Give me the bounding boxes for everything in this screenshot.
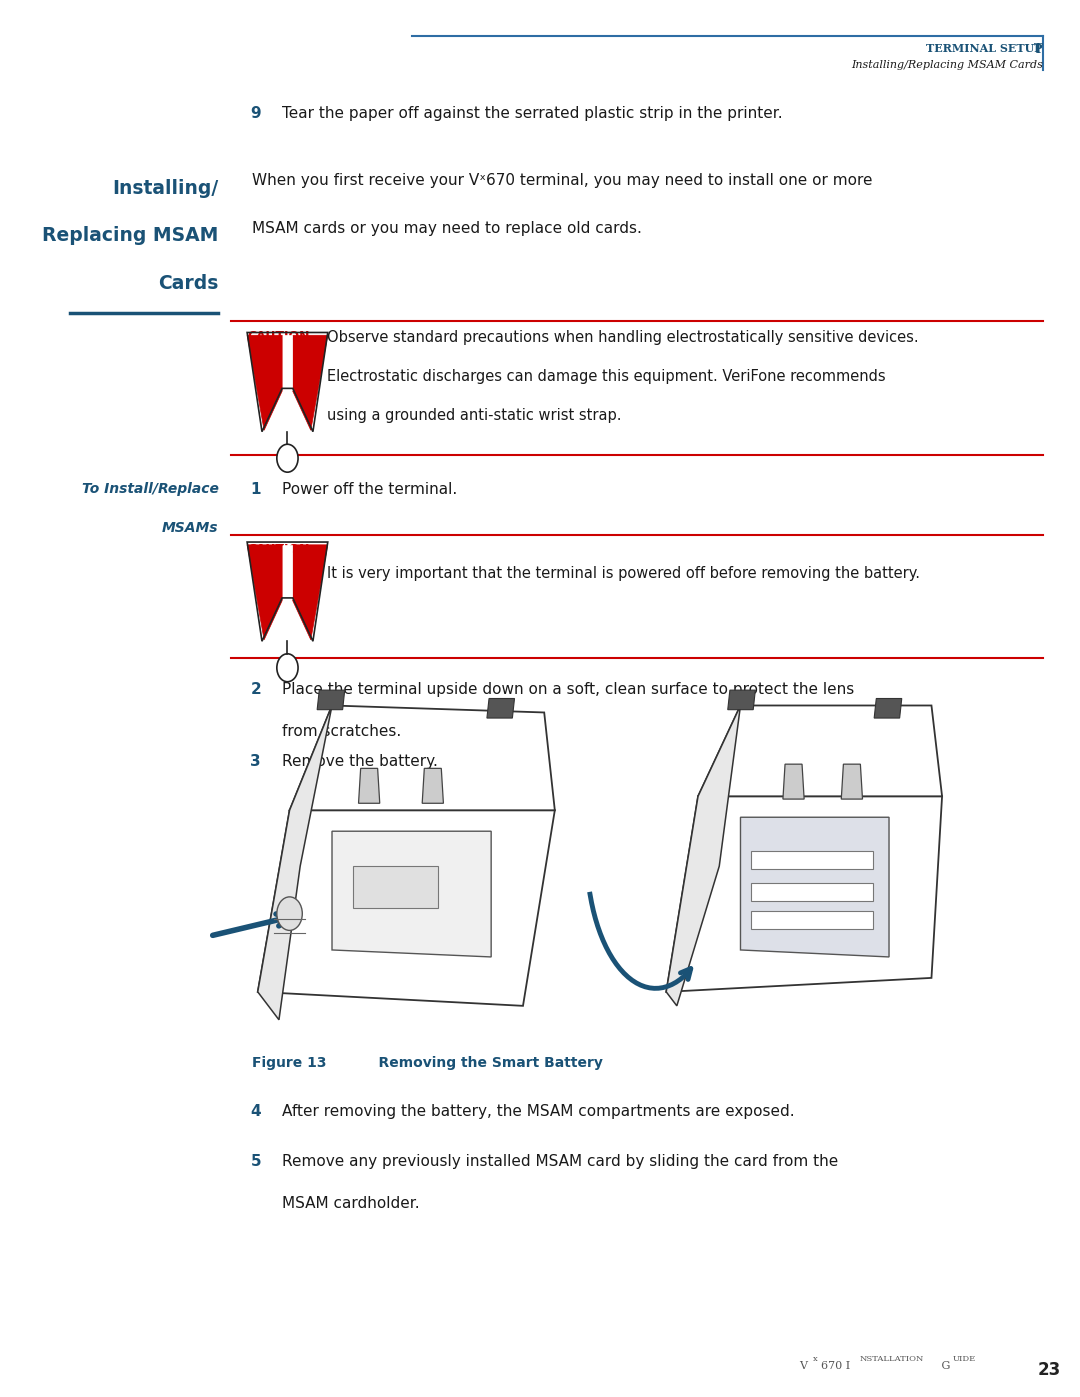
Polygon shape: [741, 817, 889, 957]
FancyBboxPatch shape: [751, 883, 873, 901]
Polygon shape: [258, 705, 332, 1020]
Circle shape: [276, 897, 302, 930]
Polygon shape: [283, 335, 292, 390]
Polygon shape: [698, 705, 942, 796]
Polygon shape: [283, 545, 292, 599]
Text: Electrostatic discharges can damage this equipment. VeriFone recommends: Electrostatic discharges can damage this…: [327, 369, 886, 384]
Polygon shape: [332, 831, 491, 957]
Text: 4: 4: [251, 1104, 261, 1119]
Polygon shape: [422, 768, 444, 803]
Text: Removing the Smart Battery: Removing the Smart Battery: [359, 1056, 603, 1070]
Polygon shape: [666, 705, 741, 1006]
Polygon shape: [728, 690, 755, 710]
Polygon shape: [247, 545, 282, 640]
Text: To Install/Replace: To Install/Replace: [82, 482, 218, 496]
Text: T: T: [1035, 43, 1043, 56]
FancyBboxPatch shape: [751, 911, 873, 929]
Text: Installing/: Installing/: [112, 179, 218, 198]
Text: x: x: [812, 1355, 818, 1363]
Text: V: V: [799, 1361, 807, 1370]
Polygon shape: [318, 690, 345, 710]
Text: G: G: [937, 1361, 950, 1370]
Polygon shape: [247, 335, 282, 430]
Polygon shape: [293, 545, 327, 640]
FancyBboxPatch shape: [751, 851, 873, 869]
Polygon shape: [293, 335, 327, 430]
Text: CAUTION: CAUTION: [247, 330, 310, 342]
Text: 2: 2: [251, 682, 261, 697]
Text: Figure 13: Figure 13: [253, 1056, 327, 1070]
Text: Remove any previously installed MSAM card by sliding the card from the: Remove any previously installed MSAM car…: [282, 1154, 838, 1169]
Text: Replacing MSAM: Replacing MSAM: [42, 226, 218, 246]
Text: 1: 1: [251, 482, 260, 497]
Text: Installing/Replacing MSAM Cards: Installing/Replacing MSAM Cards: [851, 60, 1043, 70]
Polygon shape: [487, 698, 514, 718]
Polygon shape: [666, 796, 942, 992]
Text: MSAM cards or you may need to replace old cards.: MSAM cards or you may need to replace ol…: [253, 221, 643, 236]
Polygon shape: [289, 705, 555, 810]
Text: 23: 23: [1038, 1361, 1061, 1379]
Text: from scratches.: from scratches.: [282, 724, 402, 739]
Text: using a grounded anti-static wrist strap.: using a grounded anti-static wrist strap…: [327, 408, 621, 423]
Text: When you first receive your Vˣ670 terminal, you may need to install one or more: When you first receive your Vˣ670 termin…: [253, 173, 873, 189]
Text: 9: 9: [251, 106, 261, 122]
Text: It is very important that the terminal is powered off before removing the batter: It is very important that the terminal i…: [327, 566, 920, 581]
Polygon shape: [874, 698, 902, 718]
Text: NSTALLATION: NSTALLATION: [860, 1355, 923, 1363]
Text: Tear the paper off against the serrated plastic strip in the printer.: Tear the paper off against the serrated …: [282, 106, 783, 122]
FancyBboxPatch shape: [353, 866, 438, 908]
Text: Power off the terminal.: Power off the terminal.: [282, 482, 458, 497]
Text: Place the terminal upside down on a soft, clean surface to protect the lens: Place the terminal upside down on a soft…: [282, 682, 854, 697]
Polygon shape: [359, 768, 380, 803]
Polygon shape: [841, 764, 863, 799]
Text: MSAMs: MSAMs: [162, 521, 218, 535]
Text: CAUTION: CAUTION: [247, 543, 310, 556]
Text: MSAM cardholder.: MSAM cardholder.: [282, 1196, 420, 1211]
Text: 3: 3: [251, 754, 261, 770]
Text: After removing the battery, the MSAM compartments are exposed.: After removing the battery, the MSAM com…: [282, 1104, 795, 1119]
Circle shape: [276, 654, 298, 682]
Text: 670 I: 670 I: [821, 1361, 850, 1370]
Circle shape: [276, 444, 298, 472]
Text: Remove the battery.: Remove the battery.: [282, 754, 438, 770]
Text: UIDE: UIDE: [953, 1355, 976, 1363]
Text: Observe standard precautions when handling electrostatically sensitive devices.: Observe standard precautions when handli…: [327, 330, 918, 345]
Polygon shape: [783, 764, 805, 799]
Text: Cards: Cards: [158, 274, 218, 293]
Text: 5: 5: [251, 1154, 261, 1169]
Polygon shape: [258, 810, 555, 1006]
Text: TERMINAL SETUP: TERMINAL SETUP: [927, 43, 1043, 54]
